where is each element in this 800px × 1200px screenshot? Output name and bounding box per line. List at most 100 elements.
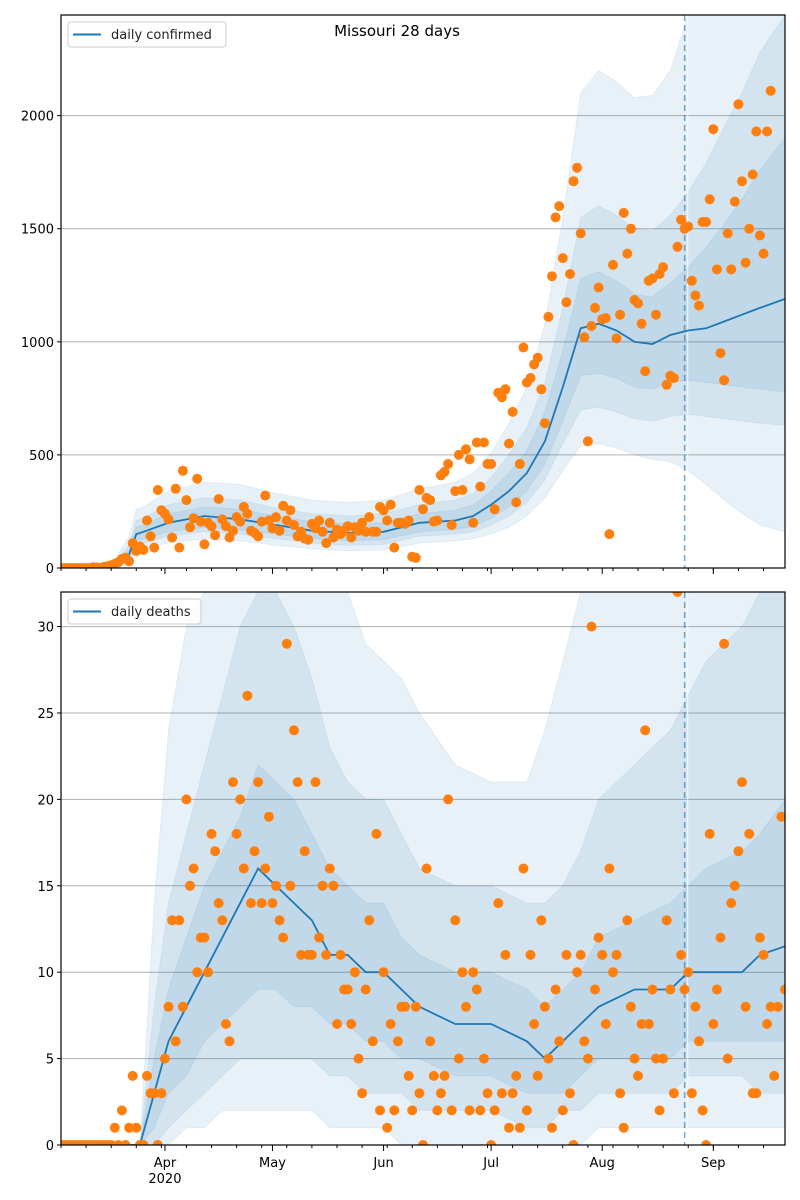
observed-point [586,621,597,632]
observed-point [432,1105,443,1116]
observed-point [199,539,210,550]
observed-point [543,311,554,322]
observed-point [486,459,497,469]
observed-point [654,1105,665,1116]
observed-point [633,1070,643,1081]
observed-point [177,1001,188,1012]
observed-point [475,1105,486,1116]
observed-point [572,967,583,978]
observed-point [554,201,565,212]
observed-point [414,485,425,495]
observed-point [124,1122,135,1133]
observed-point [593,932,604,943]
observed-point [722,228,733,239]
observed-point [532,1070,543,1081]
chart-title: Missouri 28 days [334,22,460,40]
observed-point [364,512,375,523]
observed-point [676,949,687,960]
band-inner [61,763,785,1145]
observed-point [260,490,271,501]
observed-point [758,949,769,960]
observed-point [690,1001,701,1012]
y-tick-label: 0 [46,1139,54,1154]
observed-point [489,504,500,515]
observed-point [611,333,622,344]
observed-point [575,949,586,960]
observed-point [159,1053,170,1064]
observed-point [124,556,135,567]
observed-point [504,438,514,449]
observed-point [704,194,715,205]
observed-point [235,516,246,527]
observed-point [744,223,755,234]
observed-point [729,880,740,891]
observed-point [217,915,228,926]
observed-point [593,282,604,293]
observed-point [500,949,511,960]
band-middle [61,592,785,1145]
observed-point [586,321,597,331]
observed-point [281,515,292,526]
observed-point [306,949,317,960]
observed-point [464,1105,475,1116]
observed-point [772,1001,783,1012]
legend-label: daily confirmed [111,28,212,43]
observed-point [665,984,676,995]
confirmed-plot: 0 500 1000 1500 2000 daily confirmed [21,14,786,577]
observed-point [511,1070,522,1081]
observed-point [235,794,246,805]
observed-point [385,499,396,510]
observed-point [611,949,622,960]
observed-point [174,542,185,553]
observed-point [289,725,299,736]
observed-point [410,552,421,563]
observed-point [382,1122,393,1133]
observed-point [246,898,256,909]
observed-point [694,1036,704,1047]
observed-point [439,466,450,477]
observed-point [600,1019,611,1029]
observed-point [228,525,238,536]
observed-point [539,418,550,429]
observed-point [292,777,303,788]
observed-point [285,505,296,516]
observed-point [568,1140,579,1145]
observed-point [278,932,289,943]
observed-point [464,454,475,465]
observed-point [668,1088,679,1099]
observed-point [636,318,647,329]
observed-point [375,1105,385,1116]
observed-point [590,984,600,995]
observed-point [145,531,156,542]
observed-point [274,915,285,926]
observed-point [489,1105,500,1116]
observed-point [382,515,393,526]
observed-point [694,300,704,311]
observed-point [518,863,529,874]
observed-point [758,248,769,259]
observed-point [249,846,260,857]
legend-box [67,598,202,625]
observed-point [170,1036,181,1047]
observed-point [658,262,669,273]
observed-point [557,1105,568,1116]
observed-point [156,1088,167,1099]
y-tick-label: 2000 [21,110,54,125]
y-tick-label: 25 [37,707,54,722]
y-tick-label: 15 [37,880,54,895]
deaths-plot: 0 5 10 15 20 25 30 Apr May Jun Jul Aug Sep 2020 daily … [0,591,786,1187]
observed-point [335,949,346,960]
observed-point [518,342,529,353]
observed-point [0,656,5,666]
observed-point [471,984,482,995]
observed-point [149,542,160,553]
observed-point [170,483,181,494]
observed-point [697,1105,708,1116]
observed-point [471,437,482,448]
y-tick-label: 1000 [21,336,54,351]
observed-point [253,777,264,788]
median-line [61,298,785,568]
observed-point [142,1070,152,1081]
observed-point [210,846,221,857]
observed-point [525,373,536,383]
